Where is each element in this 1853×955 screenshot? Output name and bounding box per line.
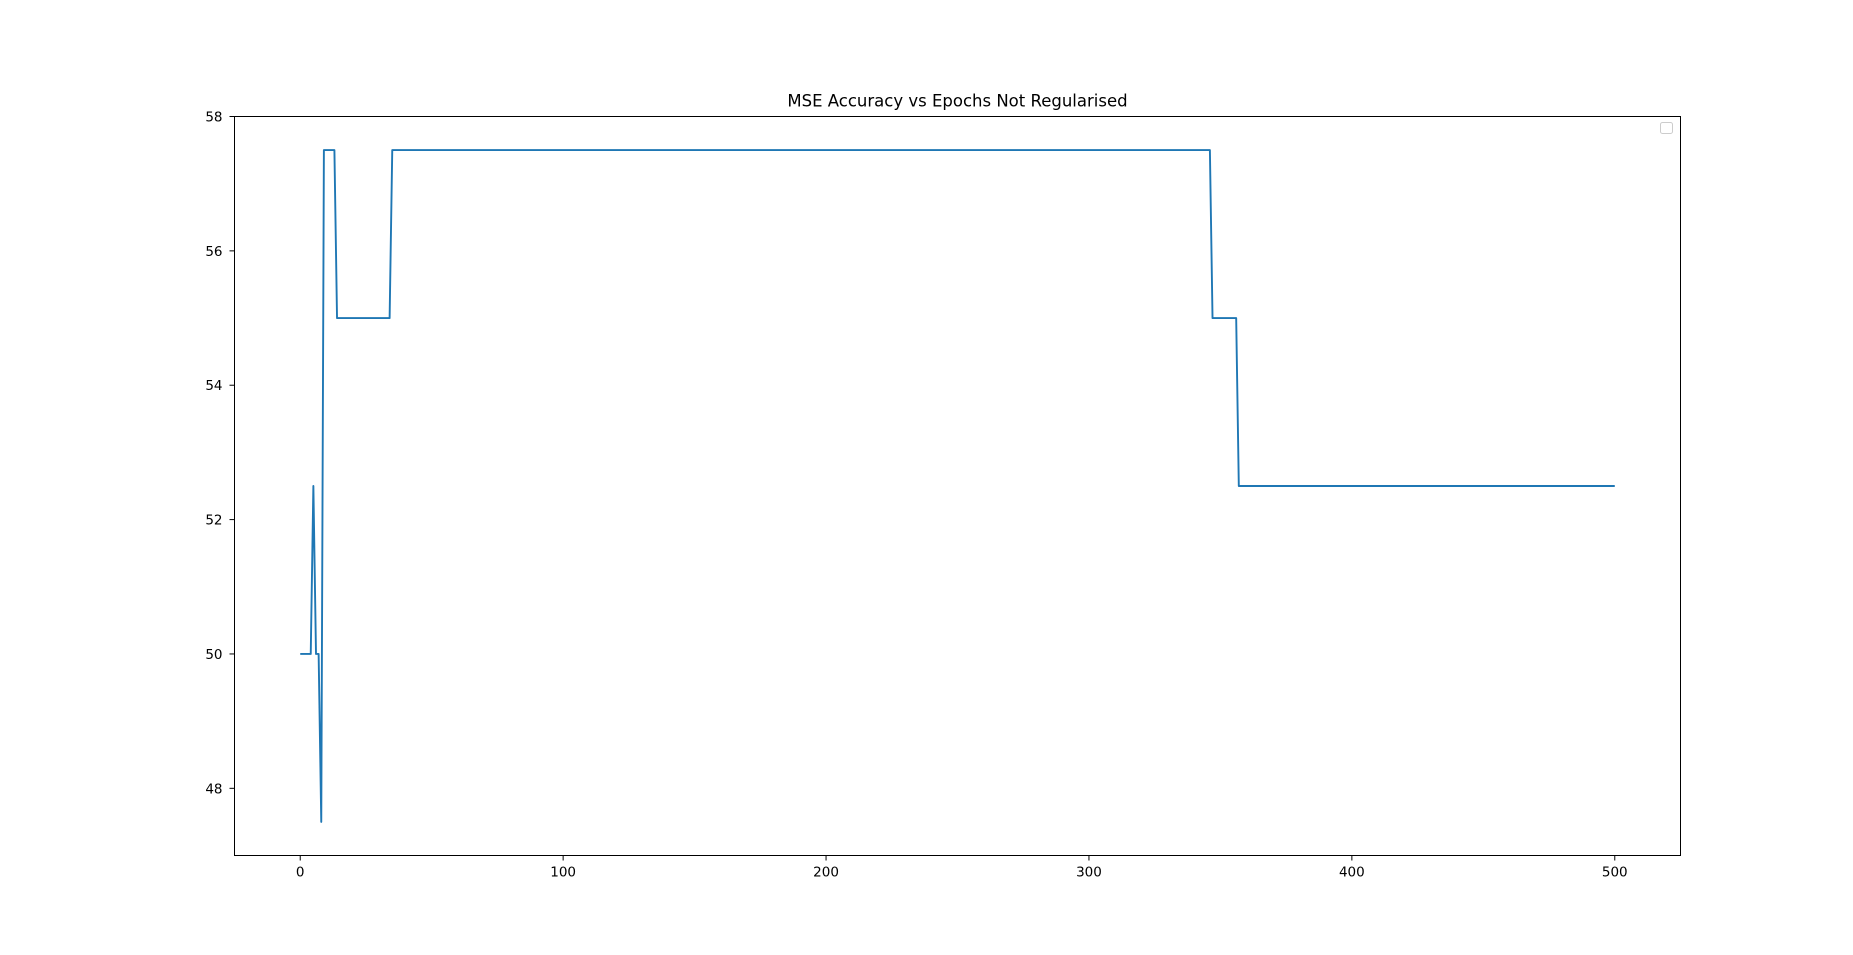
y-tick-label: 58 [205, 110, 222, 126]
data-layer [300, 149, 1615, 823]
x-tick-label: 300 [1076, 865, 1102, 881]
y-axis: 48 50 52 54 56 58 [205, 110, 235, 797]
y-tick-label: 50 [205, 647, 222, 663]
x-tick-label: 500 [1602, 865, 1628, 881]
legend[interactable] [1660, 122, 1673, 134]
series-line-0 [300, 149, 1615, 823]
y-tick-label: 54 [205, 378, 222, 394]
chart-title: MSE Accuracy vs Epochs Not Regularised [787, 92, 1127, 111]
x-tick-label: 400 [1339, 865, 1365, 881]
legend-box [1660, 122, 1673, 134]
x-tick-label: 0 [296, 865, 305, 881]
x-tick-label: 200 [813, 865, 839, 881]
x-axis: 0 100 200 300 400 500 [296, 855, 1628, 881]
y-tick-label: 52 [205, 513, 222, 529]
y-tick-label: 56 [205, 244, 222, 260]
y-tick-label: 48 [205, 781, 222, 797]
x-tick-label: 100 [550, 865, 576, 881]
plot-frame [234, 116, 1681, 856]
